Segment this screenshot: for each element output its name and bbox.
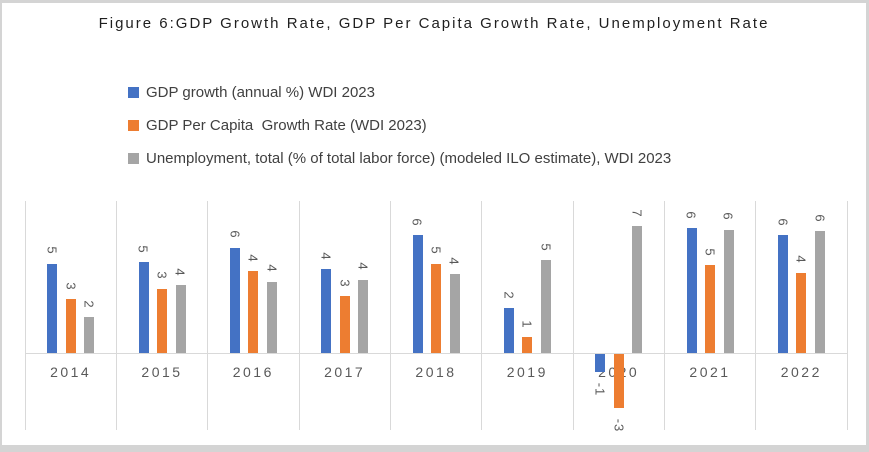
bar-unemployment-2014 [84, 317, 95, 354]
blue-square-icon [128, 86, 139, 98]
bar-gdp-growth-2015 [138, 261, 149, 354]
bar-gdp-growth-2019 [503, 308, 514, 354]
axis-label-year: 2015 [141, 364, 183, 381]
axis-label-year: 2017 [324, 364, 366, 381]
x-axis-line [25, 352, 847, 354]
legend: GDP growth (annual %) WDI 2023 GDP Per C… [128, 84, 671, 183]
bar-value-text: 5 [44, 246, 60, 255]
bar-gdp-per-capita-2014 [65, 299, 76, 354]
bar-gdp-growth-2021 [686, 227, 697, 354]
bar-gdp-growth-2016 [229, 247, 240, 354]
bar-gdp-per-capita-2021 [705, 265, 715, 354]
bar-value-text: -3 [611, 418, 627, 433]
legend-item-unemployment: Unemployment, total (% of total labor fo… [128, 149, 672, 167]
bar-gdp-growth-2020 [595, 354, 606, 372]
category-gridline [24, 201, 26, 430]
bar-value-text: 1 [519, 320, 535, 329]
bar-value-label: 6 [800, 197, 840, 241]
axis-label-year: 2022 [780, 364, 822, 381]
category-gridline [663, 201, 665, 430]
bar-value-text: 4 [264, 264, 280, 273]
orange-square-icon [128, 119, 139, 131]
bar-gdp-growth-2022 [777, 234, 788, 354]
axis-label-year: 2016 [232, 364, 274, 381]
chart-title: Figure 6:GDP Growth Rate, GDP Per Capita… [98, 15, 770, 32]
bar-unemployment-2019 [540, 260, 551, 354]
category-gridline [298, 201, 300, 430]
bar-value-text: 6 [683, 210, 699, 220]
category-gridline [846, 201, 848, 430]
bar-value-text: 4 [355, 262, 371, 272]
bar-value-text: 5 [538, 243, 554, 252]
bar-value-text: 2 [81, 300, 97, 309]
bar-value-text: 5 [702, 248, 718, 257]
bar-value-text: 5 [135, 244, 151, 254]
bar-unemployment-2016 [266, 281, 277, 354]
bar-value-text: 4 [318, 252, 334, 261]
bar-unemployment-2021 [723, 229, 734, 354]
category-gridline [115, 201, 117, 430]
axis-label-year: 2018 [415, 364, 457, 381]
category-gridline [389, 201, 391, 430]
bar-value-text: 4 [172, 268, 188, 277]
bar-value-label: 2 [69, 283, 109, 327]
bar-gdp-per-capita-2016 [248, 270, 259, 354]
bar-value-label: 4 [435, 240, 475, 284]
bar-gdp-per-capita-2022 [796, 272, 807, 354]
category-gridline [481, 201, 483, 430]
bar-gdp-per-capita-2020 [613, 354, 624, 408]
bar-value-text: -1 [592, 382, 608, 397]
bar-value-label: 5 [526, 225, 566, 269]
legend-label: GDP growth (annual %) WDI 2023 [146, 83, 375, 101]
bar-value-text: 4 [446, 257, 462, 266]
axis-label-year: 2019 [506, 364, 548, 381]
bar-gdp-growth-2014 [47, 263, 58, 354]
bar-value-label: 6 [709, 195, 749, 239]
legend-label: GDP Per Capita Growth Rate (WDI 2023) [146, 116, 427, 134]
bar-unemployment-2018 [449, 274, 460, 354]
bar-value-text: 6 [409, 218, 425, 227]
bar-gdp-growth-2017 [321, 268, 332, 354]
bar-gdp-per-capita-2015 [157, 288, 167, 354]
axis-label-year: 2014 [50, 364, 92, 381]
bar-value-label: 4 [161, 250, 201, 294]
bar-value-label: 4 [252, 247, 292, 291]
bar-unemployment-2017 [358, 279, 369, 354]
bar-gdp-growth-2018 [412, 234, 423, 354]
legend-item-gdp-per-capita: GDP Per Capita Growth Rate (WDI 2023) [128, 116, 671, 134]
bar-value-text: 6 [812, 214, 828, 223]
bar-value-text: 7 [629, 209, 645, 218]
bar-value-text: 4 [793, 255, 809, 264]
bar-unemployment-2020 [632, 226, 643, 354]
bar-value-label: -3 [599, 403, 639, 445]
bar-value-text: 2 [501, 291, 517, 300]
category-gridline [207, 201, 209, 430]
category-gridline [755, 201, 757, 430]
bar-gdp-per-capita-2018 [431, 263, 441, 354]
bar-unemployment-2022 [814, 231, 825, 354]
legend-item-gdp-growth: GDP growth (annual %) WDI 2023 [128, 83, 671, 101]
bar-value-label: 4 [343, 245, 383, 289]
category-gridline [572, 201, 574, 430]
gray-square-icon [128, 152, 139, 164]
axis-label-year: 2021 [689, 364, 731, 381]
legend-label: Unemployment, total (% of total labor fo… [146, 149, 672, 167]
bar-gdp-per-capita-2019 [522, 336, 533, 354]
bar-value-text: 6 [775, 218, 791, 227]
bar-gdp-per-capita-2017 [339, 295, 350, 354]
bar-value-label: 7 [617, 191, 657, 235]
plot-area: 2014 5 3 2 2015 5 3 4 2016 6 4 4 2017 4 3 4 2018 6 5 4 2019 2… [2, 3, 866, 445]
bar-unemployment-2015 [175, 285, 186, 354]
bar-value-text: 6 [720, 212, 736, 221]
